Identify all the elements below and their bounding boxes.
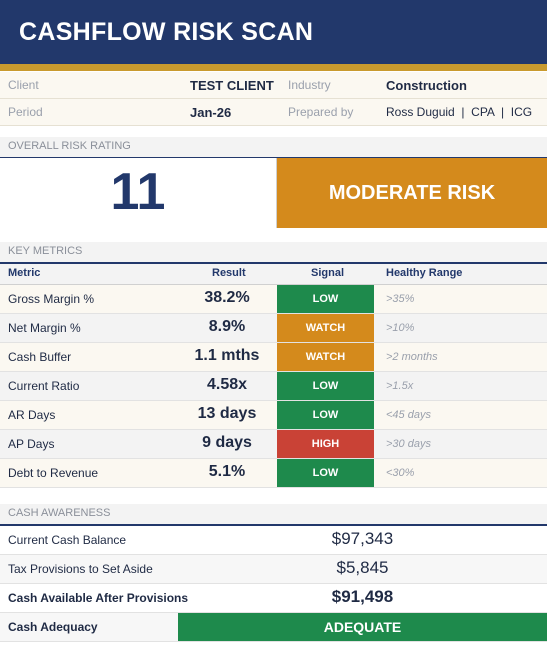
cash-awareness-section-label: CASH AWARENESS [0,504,547,526]
col-healthy-range: Healthy Range [386,267,463,279]
cash-balance-label: Current Cash Balance [8,533,127,547]
cash-available-row: Cash Available After Provisions $91,498 [0,584,547,613]
col-metric: Metric [8,267,41,279]
industry-value: Construction [386,78,467,93]
prepared-by-value: Ross Duguid | CPA | ICG [386,105,533,119]
info-row-client: Client TEST CLIENT Industry Construction [0,72,547,99]
tax-provisions-label: Tax Provisions to Set Aside [8,562,153,576]
risk-score-box: 11 [0,158,277,228]
metric-result: 4.58x [206,376,248,393]
col-signal: Signal [311,267,345,279]
metric-result: 9 days [202,434,252,451]
metric-name: AP Days [8,437,55,451]
metric-result: 5.1% [208,463,246,480]
signal-badge: LOW [277,372,374,400]
tax-provisions-value: $5,845 [336,558,389,577]
metrics-table-header: Metric Result Signal Healthy Range [0,264,547,285]
healthy-range: >35% [386,293,415,305]
metric-result: 13 days [197,405,257,422]
healthy-range: >10% [386,322,415,334]
healthy-range: >30 days [386,438,431,450]
metric-name: Debt to Revenue [8,466,99,480]
metric-row: Gross Margin % 38.2% LOW >35% [0,285,547,314]
metric-row: Cash Buffer 1.1 mths WATCH >2 months [0,343,547,372]
key-metrics-section-text: KEY METRICS [8,245,83,257]
info-row-period: Period Jan-26 Prepared by Ross Duguid | … [0,99,547,126]
cash-available-value: $91,498 [331,587,394,606]
healthy-range: <30% [386,467,415,479]
metric-name: AR Days [8,408,56,422]
healthy-range: <45 days [386,409,431,421]
signal-badge: HIGH [277,430,374,458]
metric-name: Current Ratio [8,379,80,393]
metric-name: Cash Buffer [8,350,72,364]
signal-badge: LOW [277,285,374,313]
metric-row: Current Ratio 4.58x LOW >1.5x [0,372,547,401]
col-result: Result [212,267,246,279]
signal-badge: WATCH [277,314,374,342]
risk-score: 11 [110,163,166,221]
cash-available-label: Cash Available After Provisions [8,591,189,605]
overall-risk-section-label: OVERALL RISK RATING [0,137,547,159]
cash-balance-row: Current Cash Balance $97,343 [0,526,547,555]
tax-provisions-row: Tax Provisions to Set Aside $5,845 [0,555,547,584]
cash-adequacy-label: Cash Adequacy [8,620,98,634]
prepared-by-label: Prepared by [288,105,354,119]
healthy-range: >2 months [386,351,438,363]
signal-badge: LOW [277,401,374,429]
report-title: CASHFLOW RISK SCAN [19,18,314,46]
signal-badge: LOW [277,459,374,487]
period-label: Period [8,105,43,119]
client-label: Client [8,78,39,92]
cash-awareness-section-text: CASH AWARENESS [8,507,111,519]
client-value: TEST CLIENT [190,78,274,93]
metric-row: Net Margin % 8.9% WATCH >10% [0,314,547,343]
key-metrics-section-label: KEY METRICS [0,242,547,264]
metric-name: Gross Margin % [8,292,95,306]
metric-result: 1.1 mths [194,347,260,364]
metric-result: 8.9% [208,318,246,335]
metric-row: AR Days 13 days LOW <45 days [0,401,547,430]
metric-row: Debt to Revenue 5.1% LOW <30% [0,459,547,488]
industry-label: Industry [288,78,331,92]
cash-adequacy-row: Cash Adequacy ADEQUATE [0,613,547,642]
risk-rating-badge: MODERATE RISK [277,158,547,228]
healthy-range: >1.5x [386,380,414,392]
report-header: CASHFLOW RISK SCAN [0,0,547,64]
overall-risk-section-text: OVERALL RISK RATING [8,140,131,152]
metric-row: AP Days 9 days HIGH >30 days [0,430,547,459]
metric-name: Net Margin % [8,321,81,335]
header-accent-bar [0,64,547,71]
signal-badge: WATCH [277,343,374,371]
cash-balance-value: $97,343 [331,529,394,548]
period-value: Jan-26 [190,105,232,120]
risk-rating-text: MODERATE RISK [328,182,496,204]
cash-adequacy-badge: ADEQUATE [178,613,547,641]
metric-result: 38.2% [204,289,250,306]
